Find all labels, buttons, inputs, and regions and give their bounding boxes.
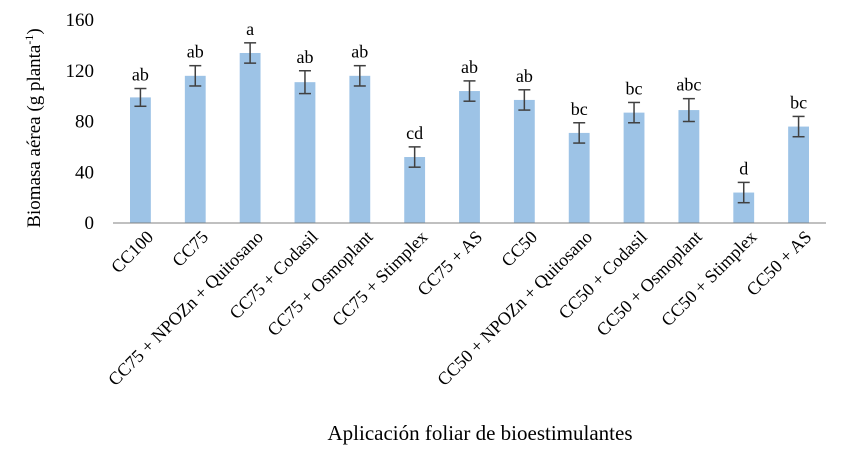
svg-text:Biomasa aérea (g planta-1): Biomasa aérea (g planta-1) <box>22 28 45 227</box>
bar <box>459 91 480 223</box>
significance-letter: ab <box>351 42 368 62</box>
bar <box>239 52 261 223</box>
bar <box>513 99 535 223</box>
significance-letter: bc <box>571 99 588 119</box>
bar <box>678 110 700 223</box>
error-bar <box>353 64 366 87</box>
y-axis-ticks: 0 40 80 120 160 <box>66 10 95 234</box>
x-tick-label: CC75 <box>168 227 212 271</box>
error-bar <box>628 101 641 124</box>
error-bar <box>134 87 147 108</box>
error-bar <box>573 122 586 144</box>
significance-letter: ab <box>516 66 533 86</box>
error-bar <box>463 80 476 102</box>
error-bar <box>792 115 805 138</box>
x-tick-label: CC75 + Stimplex <box>328 227 431 330</box>
y-tick-label: 0 <box>85 213 95 234</box>
error-bar <box>518 89 531 111</box>
significance-letter: bc <box>626 78 643 98</box>
y-axis-title-superscript: -1 <box>22 35 36 45</box>
y-axis-title-close: ) <box>24 28 45 34</box>
significance-letter: a <box>246 19 254 39</box>
y-axis-title: Biomasa aérea (g planta-1) <box>22 28 45 227</box>
significance-letter: d <box>739 158 748 178</box>
significance-letter: bc <box>790 92 807 112</box>
y-tick-label: 120 <box>66 61 95 82</box>
bar <box>294 82 316 223</box>
x-axis-title: Aplicación foliar de bioestimulantes <box>328 421 633 445</box>
x-tick-label: CC50 + Stimplex <box>657 227 760 330</box>
x-tick-label: CC50 <box>497 227 541 271</box>
bar <box>623 112 645 223</box>
significance-letter: abc <box>676 75 701 95</box>
bar <box>404 157 426 223</box>
bar <box>349 75 371 223</box>
x-tick-label: CC100 <box>107 227 157 277</box>
significance-letter: ab <box>461 57 478 77</box>
bar <box>733 192 755 223</box>
y-tick-label: 160 <box>66 10 95 31</box>
significance-letter: ab <box>187 42 204 62</box>
significance-letter: ab <box>132 65 149 85</box>
y-tick-label: 40 <box>75 162 94 183</box>
error-bars <box>134 42 805 204</box>
error-bar <box>682 97 695 123</box>
error-bar <box>189 64 202 87</box>
bar <box>130 97 151 223</box>
y-tick-label: 80 <box>75 112 94 133</box>
y-axis-title-main: Biomasa aérea (g planta <box>24 44 45 228</box>
error-bar <box>408 146 421 168</box>
significance-letter: cd <box>406 123 423 143</box>
bar <box>568 132 590 223</box>
bar <box>788 126 809 223</box>
error-bar <box>298 70 311 95</box>
bars <box>130 52 809 223</box>
error-bar <box>244 42 257 64</box>
bar <box>184 75 206 223</box>
significance-letter: ab <box>296 47 313 67</box>
error-bar <box>737 181 750 204</box>
